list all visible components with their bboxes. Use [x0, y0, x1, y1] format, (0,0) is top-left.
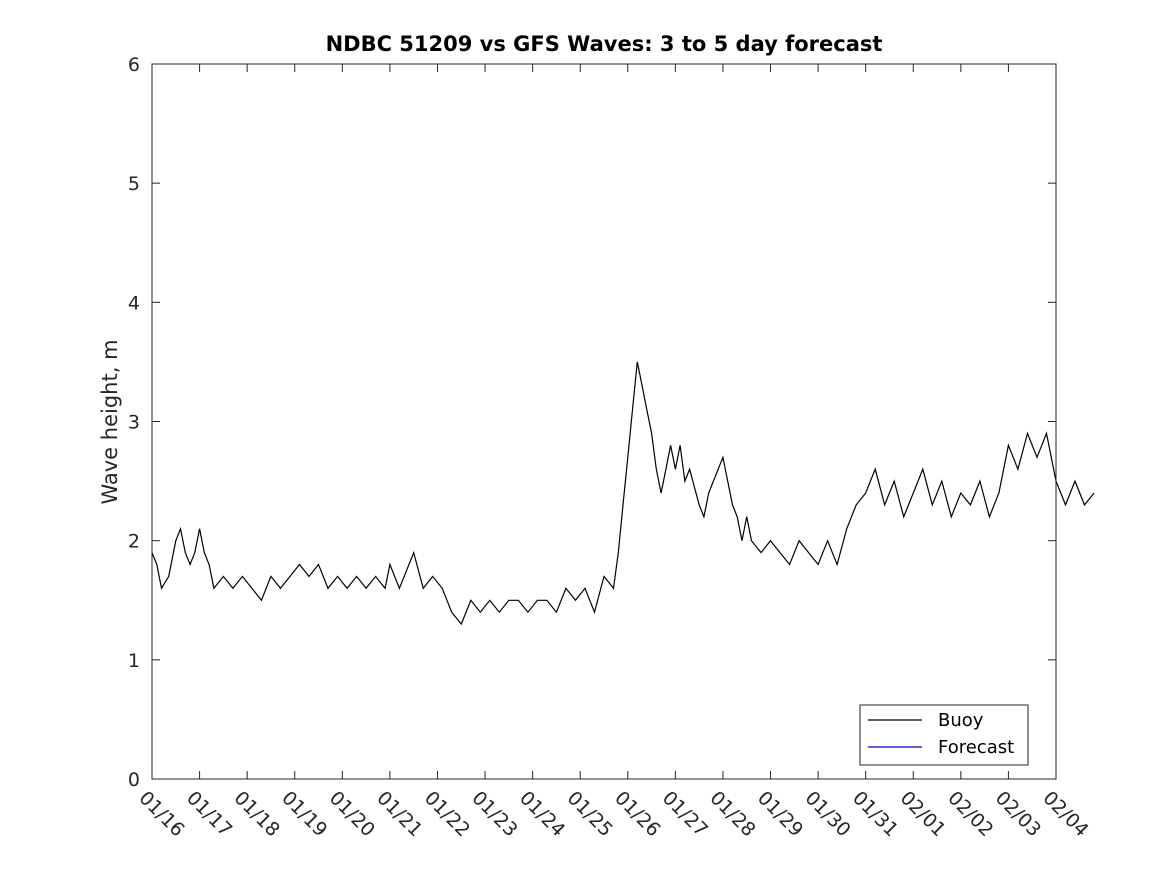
y-tick-label: 0 — [128, 769, 140, 791]
legend-buoy-label: Buoy — [938, 710, 984, 731]
y-tick-label: 4 — [128, 292, 140, 314]
legend-forecast-label: Forecast — [938, 737, 1014, 758]
y-tick-label: 5 — [128, 173, 140, 195]
y-axis-label: Wave height, m — [98, 339, 122, 504]
plot-frame — [151, 63, 1057, 780]
y-tick-label: 1 — [128, 650, 140, 672]
legend-box — [859, 704, 1029, 766]
legend: Buoy Forecast — [859, 704, 1029, 766]
y-tick-label: 2 — [128, 531, 140, 553]
buoy-series-line — [151, 361, 1095, 626]
y-tick-label: 3 — [128, 412, 140, 434]
chart-title: NDBC 51209 vs GFS Waves: 3 to 5 day fore… — [326, 32, 883, 56]
y-tick-label: 6 — [128, 54, 140, 76]
plot-background — [152, 64, 1056, 779]
